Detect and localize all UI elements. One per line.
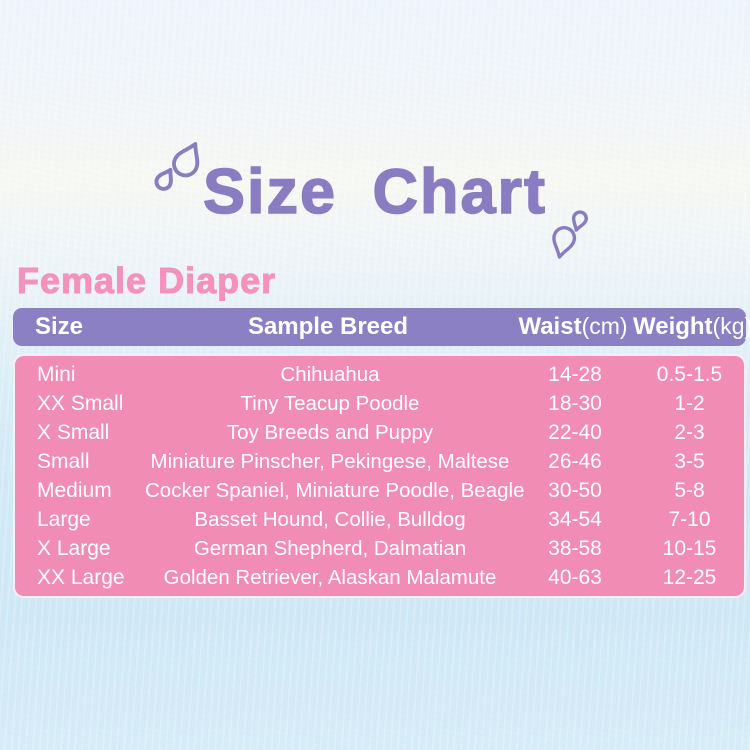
- size-cell: Medium: [37, 478, 112, 502]
- column-header-label: Sample Breed: [247, 313, 409, 340]
- table-header-row: Size Sample Breed Waist(cm) Weight(kg): [13, 308, 750, 346]
- waist-cell: 34-54: [548, 507, 602, 531]
- weight-cell: 12-25: [662, 565, 717, 589]
- waist-cell: 38-58: [548, 536, 602, 560]
- section-heading: Female Diaper: [16, 260, 277, 302]
- waist-cell: 26-46: [548, 449, 602, 473]
- table-row: Medium Cocker Spaniel, Miniature Poodle,…: [15, 477, 744, 505]
- size-cell: X Large: [37, 536, 111, 560]
- page-title: Size Chart: [202, 156, 548, 228]
- column-header-unit: (kg): [712, 313, 750, 339]
- waist-cell: 40-63: [548, 565, 602, 589]
- weight-cell: 5-8: [674, 478, 705, 502]
- breed-cell: Basset Hound, Collie, Bulldog: [194, 507, 466, 531]
- column-header-breed: Sample Breed: [143, 313, 513, 341]
- size-table-body: Mini Chihuahua 14-28 0.5-1.5 XX Small Ti…: [13, 354, 746, 598]
- size-cell: XX Large: [37, 565, 125, 589]
- column-header-unit: (cm): [581, 313, 628, 339]
- breed-cell: Golden Retriever, Alaskan Malamute: [163, 565, 497, 589]
- column-header-size: Size: [13, 313, 143, 341]
- table-row: XX Large Golden Retriever, Alaskan Malam…: [15, 564, 744, 592]
- weight-cell: 0.5-1.5: [656, 362, 723, 386]
- weight-cell: 7-10: [668, 507, 711, 531]
- size-cell: Mini: [37, 362, 76, 386]
- column-header-label: Size: [35, 313, 84, 340]
- size-cell: Small: [37, 449, 90, 473]
- weight-cell: 2-3: [674, 420, 705, 444]
- size-cell: XX Small: [37, 391, 124, 415]
- table-row: Large Basset Hound, Collie, Bulldog 34-5…: [15, 506, 744, 534]
- waist-cell: 30-50: [548, 478, 602, 502]
- size-cell: X Small: [37, 420, 110, 444]
- waist-cell: 14-28: [548, 362, 602, 386]
- table-row: Mini Chihuahua 14-28 0.5-1.5: [15, 361, 744, 389]
- droplets-icon: [154, 142, 200, 191]
- column-header-label: Weight: [633, 313, 713, 340]
- droplets-icon: [552, 210, 588, 259]
- waist-cell: 22-40: [548, 420, 602, 444]
- breed-cell: German Shepherd, Dalmatian: [193, 536, 467, 560]
- table-row: X Large German Shepherd, Dalmatian 38-58…: [15, 535, 744, 563]
- weight-cell: 1-2: [674, 391, 705, 415]
- column-header-weight: Weight(kg): [633, 313, 750, 341]
- weight-cell: 10-15: [662, 536, 717, 560]
- table-row: XX Small Tiny Teacup Poodle 18-30 1-2: [15, 390, 744, 418]
- column-header-waist: Waist(cm): [513, 313, 633, 341]
- column-header-label: Waist: [518, 313, 582, 340]
- waist-cell: 18-30: [548, 391, 602, 415]
- breed-cell: Chihuahua: [280, 362, 380, 386]
- weight-cell: 3-5: [674, 449, 705, 473]
- size-cell: Large: [37, 507, 91, 531]
- breed-cell: Tiny Teacup Poodle: [240, 391, 420, 415]
- table-row: X Small Toy Breeds and Puppy 22-40 2-3: [15, 419, 744, 447]
- breed-cell: Miniature Pinscher, Pekingese, Maltese: [150, 449, 510, 473]
- table-row: Small Miniature Pinscher, Pekingese, Mal…: [15, 448, 744, 476]
- breed-cell: Cocker Spaniel, Miniature Poodle, Beagle: [145, 478, 525, 502]
- breed-cell: Toy Breeds and Puppy: [226, 420, 434, 444]
- title-area: Size Chart: [0, 142, 750, 259]
